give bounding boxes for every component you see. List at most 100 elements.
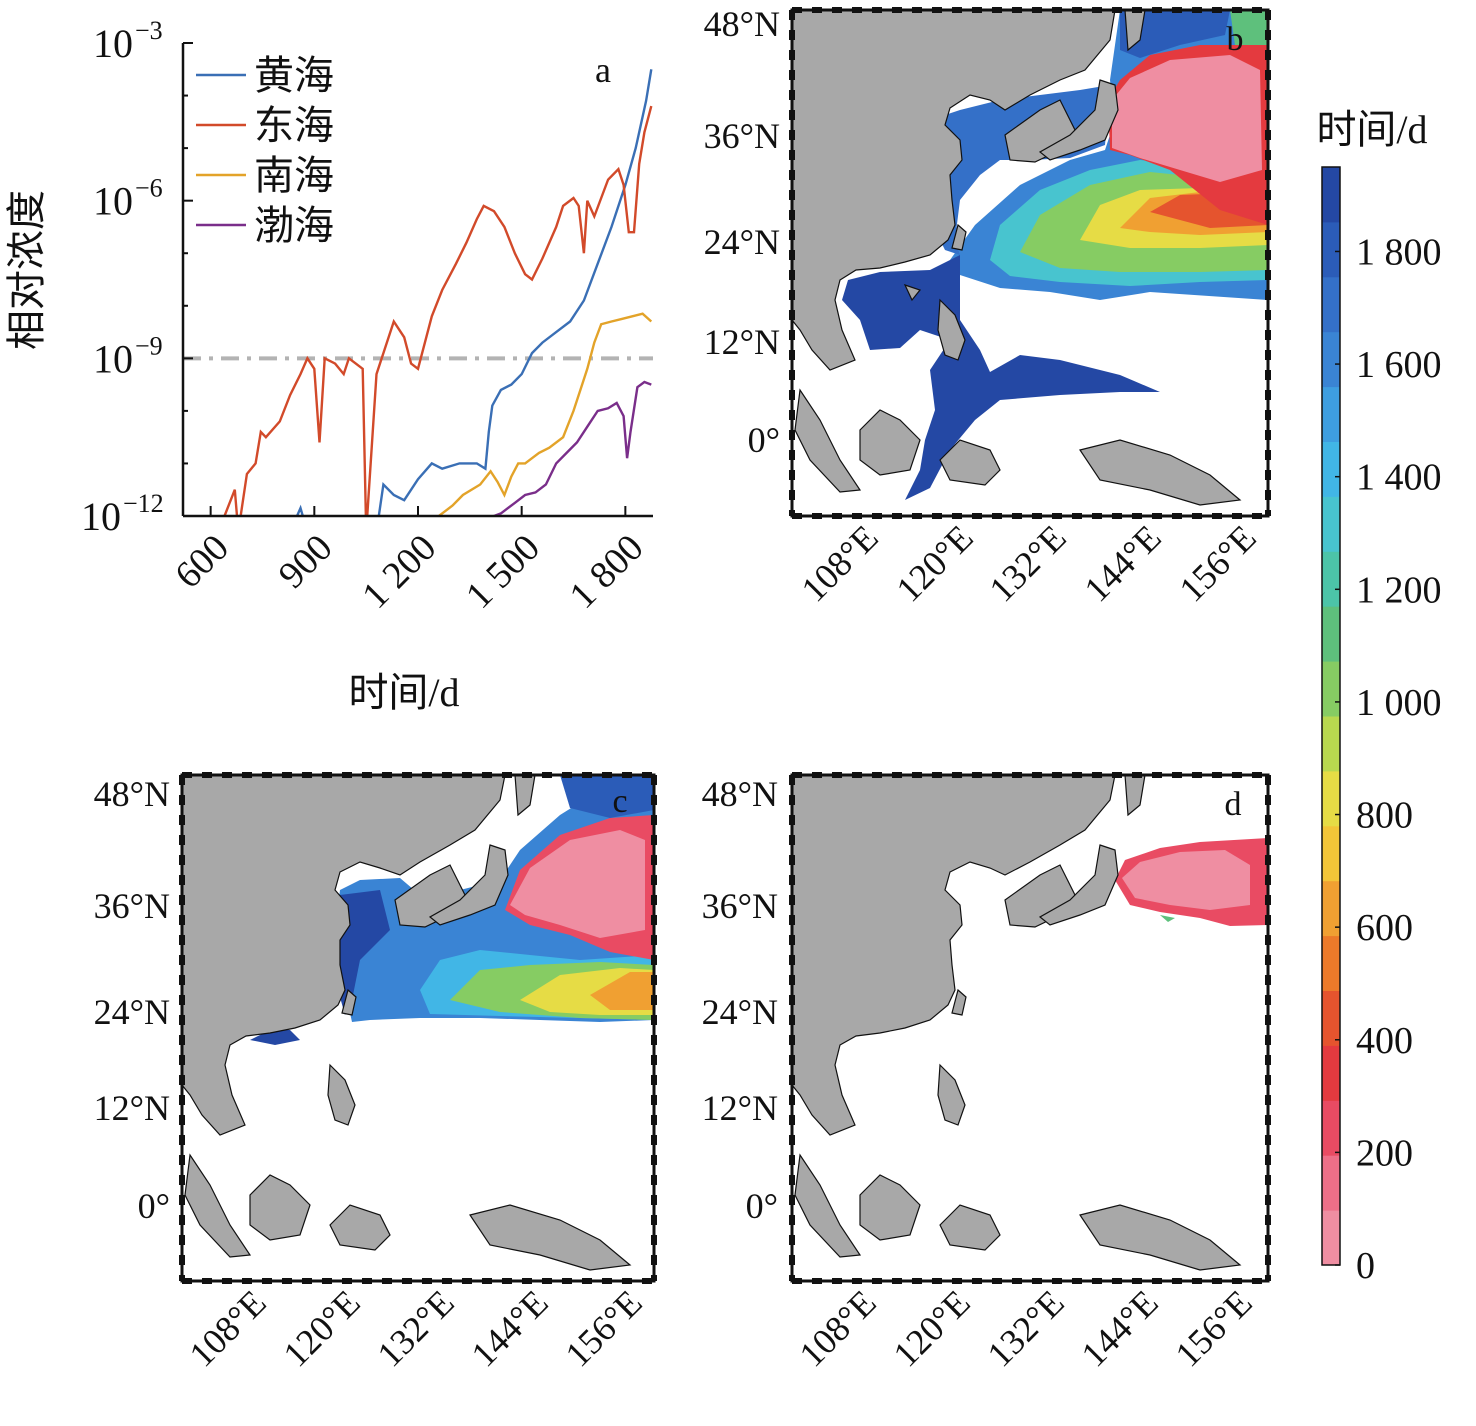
frame-tick: [1232, 513, 1242, 519]
y-axis-label: 相对浓度: [4, 190, 49, 350]
frame-tick: [1265, 1155, 1271, 1165]
colorbar-tick-label: 1 000: [1356, 682, 1442, 724]
frame-tick: [1265, 210, 1271, 220]
lat-label-48n: 48°N: [702, 774, 778, 814]
frame-tick: [1052, 1278, 1062, 1284]
frame-tick: [1265, 975, 1271, 985]
frame-tick: [1232, 7, 1242, 13]
frame-tick: [1172, 513, 1182, 519]
y-tick-exponent: −9: [135, 331, 163, 360]
colorbar-block: [1322, 935, 1340, 991]
lat-label-36n: 36°N: [702, 886, 778, 926]
frame-tick: [789, 430, 795, 440]
frame-tick: [179, 915, 185, 925]
frame-tick: [1265, 895, 1271, 905]
frame-tick: [789, 1035, 795, 1045]
frame-tick: [789, 1015, 795, 1025]
frame-tick: [789, 90, 795, 100]
frame-tick: [1072, 7, 1082, 13]
frame-tick: [1265, 935, 1271, 945]
frame-tick: [812, 1278, 822, 1284]
series-line-南海: [436, 312, 653, 516]
colorbar-block: [1322, 1045, 1340, 1101]
frame-tick: [1172, 7, 1182, 13]
frame-tick: [1265, 510, 1271, 516]
frame-tick: [442, 1278, 452, 1284]
frame-tick: [1265, 270, 1271, 280]
frame-tick: [562, 1278, 572, 1284]
colorbar-block: [1322, 221, 1340, 278]
colorbar-block: [1322, 606, 1340, 662]
frame-tick: [342, 772, 352, 778]
frame-tick: [1265, 1055, 1271, 1065]
frame-tick: [582, 1278, 592, 1284]
frame-tick: [1252, 7, 1262, 13]
frame-tick: [1012, 7, 1022, 13]
frame-tick: [179, 1015, 185, 1025]
frame-tick: [242, 772, 252, 778]
frame-tick: [872, 1278, 882, 1284]
frame-tick: [1112, 7, 1122, 13]
frame-tick: [262, 1278, 272, 1284]
frame-tick: [182, 772, 192, 778]
frame-tick: [202, 1278, 212, 1284]
frame-tick: [1265, 10, 1271, 20]
frame-tick: [1072, 1278, 1082, 1284]
frame-tick: [651, 1175, 657, 1185]
frame-tick: [789, 1175, 795, 1185]
frame-tick: [789, 470, 795, 480]
frame-tick: [789, 1095, 795, 1105]
frame-tick: [832, 7, 842, 13]
lat-label-36n: 36°N: [94, 886, 170, 926]
colorbar-tick-label: 1 600: [1356, 344, 1442, 386]
frame-tick: [542, 1278, 552, 1284]
frame-tick: [622, 772, 632, 778]
frame-tick: [1192, 7, 1202, 13]
colorbar-block: [1322, 770, 1340, 827]
frame-tick: [789, 490, 795, 500]
frame-tick: [1012, 1278, 1022, 1284]
frame-tick: [642, 772, 652, 778]
lon-tick-labels: 108°E 120°E 132°E 144°E 156°E: [791, 1282, 1259, 1374]
frame-tick: [789, 290, 795, 300]
frame-tick: [789, 210, 795, 220]
frame-tick: [789, 310, 795, 320]
map-frame: [790, 773, 1270, 1283]
frame-tick: [892, 772, 902, 778]
frame-tick: [651, 795, 657, 805]
x-tick-label: 600: [167, 527, 237, 597]
frame-tick: [792, 7, 802, 13]
frame-tick: [402, 1278, 412, 1284]
frame-tick: [1192, 1278, 1202, 1284]
frame-tick: [789, 1235, 795, 1245]
frame-tick: [542, 772, 552, 778]
frame-tick: [789, 1115, 795, 1125]
frame-tick: [1252, 772, 1262, 778]
frame-tick: [789, 935, 795, 945]
land: [792, 10, 1242, 506]
frame-tick: [789, 250, 795, 260]
frame-tick: [789, 410, 795, 420]
frame-tick: [789, 1075, 795, 1085]
panel-d-map: d 48°N 36°N 24°N 12°N 0° 108°E 120°E 132…: [702, 772, 1271, 1375]
frame-tick: [789, 895, 795, 905]
colorbar-block: [1322, 880, 1340, 937]
frame-tick: [789, 30, 795, 40]
frame-tick: [651, 775, 657, 785]
frame-tick: [1265, 1115, 1271, 1125]
lat-label-12n: 12°N: [702, 1088, 778, 1128]
lat-label-24n: 24°N: [702, 992, 778, 1032]
frame-tick: [1072, 513, 1082, 519]
frame-tick: [179, 795, 185, 805]
lat-label-0: 0°: [138, 1186, 170, 1226]
frame-tick: [651, 1055, 657, 1065]
frame-tick: [789, 1195, 795, 1205]
land: [182, 775, 632, 1271]
frame-tick: [1192, 772, 1202, 778]
colorbar-block: [1322, 990, 1340, 1046]
frame-tick: [651, 1135, 657, 1145]
frame-tick: [789, 1275, 795, 1281]
frame-tick: [1265, 1215, 1271, 1225]
